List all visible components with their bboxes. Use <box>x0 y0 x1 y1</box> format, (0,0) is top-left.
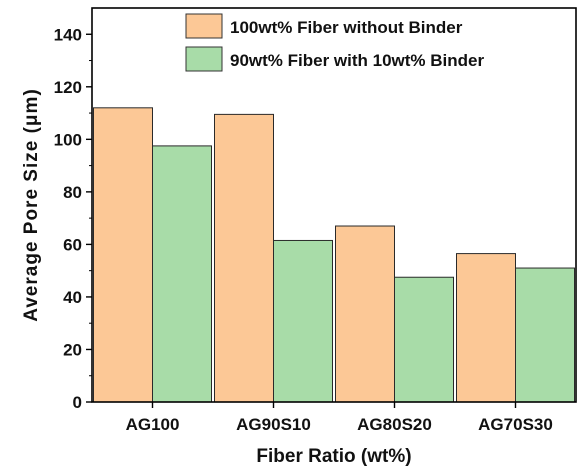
legend-label-fiber-with-binder: 90wt% Fiber with 10wt% Binder <box>230 51 484 70</box>
legend-swatch-fiber-without-binder <box>185 13 223 39</box>
bar-with-binder-ag100 <box>152 145 212 403</box>
x-tick-label: AG100 <box>126 415 180 434</box>
y-tick-label: 140 <box>54 25 82 44</box>
bar-with-binder-ag90s10 <box>273 239 333 403</box>
x-tick-label: AG80S20 <box>357 415 432 434</box>
legend-label-fiber-without-binder: 100wt% Fiber without Binder <box>230 18 463 37</box>
legend-swatch-fiber-with-binder <box>185 46 223 72</box>
y-tick-label: 100 <box>54 130 82 149</box>
y-tick-label: 20 <box>63 340 82 359</box>
x-axis-ticks: AG100 AG90S10 AG80S20 AG70S30 <box>126 402 553 434</box>
bars <box>93 107 575 403</box>
legend: 100wt% Fiber without Binder 90wt% Fiber … <box>185 13 484 72</box>
x-tick-label: AG70S30 <box>478 415 553 434</box>
y-axis-title: Average Pore Size (μm) <box>21 88 42 322</box>
plot-frame <box>91 7 577 403</box>
bar-without-binder-ag70s30 <box>456 253 516 403</box>
x-axis-title: Fiber Ratio (wt%) <box>256 446 411 467</box>
y-tick-label: 120 <box>54 78 82 97</box>
x-tick-label: AG90S10 <box>236 415 311 434</box>
bar-with-binder-ag70s30 <box>515 267 575 403</box>
bar-with-binder-ag80s20 <box>394 276 454 403</box>
bar-without-binder-ag90s10 <box>214 113 274 403</box>
bar-without-binder-ag80s20 <box>335 225 395 403</box>
y-axis-ticks: 0 20 40 60 80 100 120 140 <box>54 25 92 412</box>
bar-without-binder-ag100 <box>93 107 153 403</box>
y-tick-label: 60 <box>63 235 82 254</box>
y-tick-label: 80 <box>63 183 82 202</box>
y-tick-label: 0 <box>73 393 82 412</box>
y-tick-label: 40 <box>63 288 82 307</box>
